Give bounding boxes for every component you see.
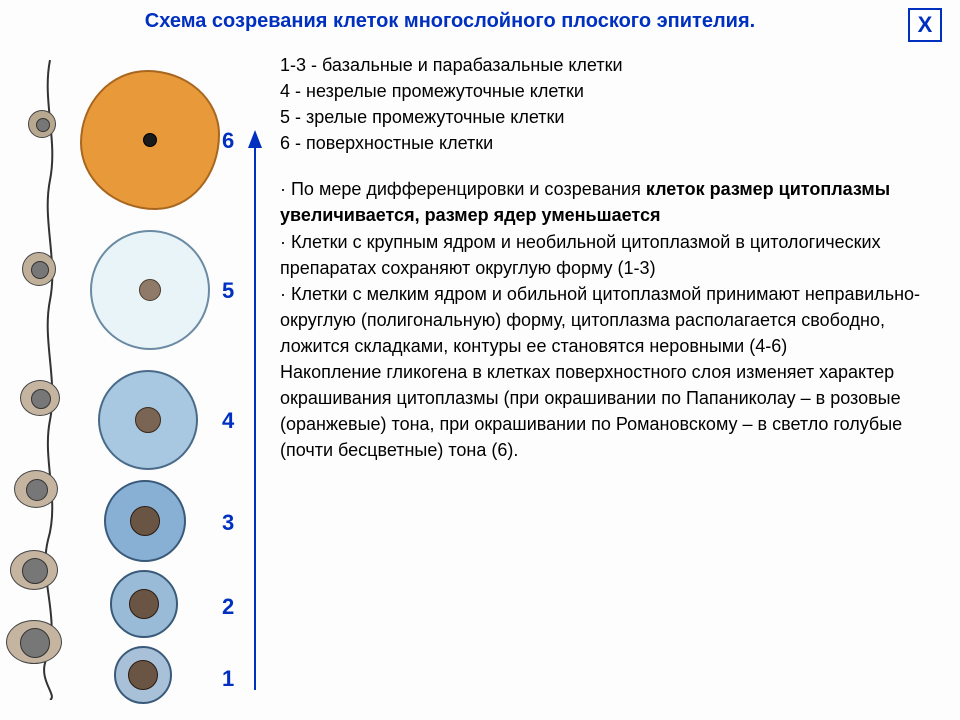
legend-block: 1-3 - базальные и парабазальные клетки 4…	[280, 52, 940, 156]
side-cell-0	[28, 110, 56, 138]
nucleus-c6	[143, 133, 157, 147]
legend-line-3: 5 - зрелые промежуточные клетки	[280, 104, 940, 130]
body-p2: · Клетки с крупным ядром и необильной ци…	[280, 229, 940, 281]
arrow-head-icon	[248, 130, 262, 148]
body-p1: · По мере дифференцировки и созревания к…	[280, 176, 940, 228]
stage-number-s6: 6	[222, 128, 234, 154]
maturation-arrow	[248, 130, 262, 690]
close-button[interactable]: X	[908, 8, 942, 42]
cell-c1	[114, 646, 172, 704]
stage-number-s5: 5	[222, 278, 234, 304]
side-cell-2	[20, 380, 60, 416]
body-p4: Накопление гликогена в клетках поверхнос…	[280, 359, 940, 463]
stage-number-s3: 3	[222, 510, 234, 536]
page-title: Схема созревания клеток многослойного пл…	[0, 10, 900, 33]
text-area: 1-3 - базальные и парабазальные клетки 4…	[280, 52, 940, 712]
body-block: · По мере дифференцировки и созревания к…	[280, 176, 940, 463]
arrow-line	[254, 148, 256, 690]
side-nucleus-1	[31, 261, 49, 279]
stage-number-s2: 2	[222, 594, 234, 620]
legend-line-2: 4 - незрелые промежуточные клетки	[280, 78, 940, 104]
nucleus-c5	[139, 279, 161, 301]
side-nucleus-4	[22, 558, 48, 584]
nucleus-c3	[130, 506, 160, 536]
side-cell-5	[6, 620, 62, 664]
side-nucleus-3	[26, 479, 48, 501]
side-nucleus-5	[20, 628, 50, 658]
cell-c3	[104, 480, 186, 562]
nucleus-c4	[135, 407, 161, 433]
cell-c5	[90, 230, 210, 350]
legend-line-4: 6 - поверхностные клетки	[280, 130, 940, 156]
nucleus-c1	[128, 660, 158, 690]
cell-c2	[110, 570, 178, 638]
stage-number-s4: 4	[222, 408, 234, 434]
body-p3: · Клетки с мелким ядром и обильной цитоп…	[280, 281, 940, 359]
legend-line-1: 1-3 - базальные и парабазальные клетки	[280, 52, 940, 78]
nucleus-c2	[129, 589, 159, 619]
cell-c4	[98, 370, 198, 470]
stage-number-s1: 1	[222, 666, 234, 692]
page-root: Схема созревания клеток многослойного пл…	[0, 0, 960, 720]
side-cell-4	[10, 550, 58, 590]
cell-c6	[80, 70, 220, 210]
side-cell-1	[22, 252, 56, 286]
body-p1-plain: · По мере дифференцировки и созревания	[280, 179, 646, 199]
diagram-area: 6 5 4 3 2 1	[0, 50, 270, 710]
side-cell-3	[14, 470, 58, 508]
side-nucleus-2	[31, 389, 51, 409]
cell-stack	[70, 50, 240, 710]
side-nucleus-0	[36, 118, 50, 132]
